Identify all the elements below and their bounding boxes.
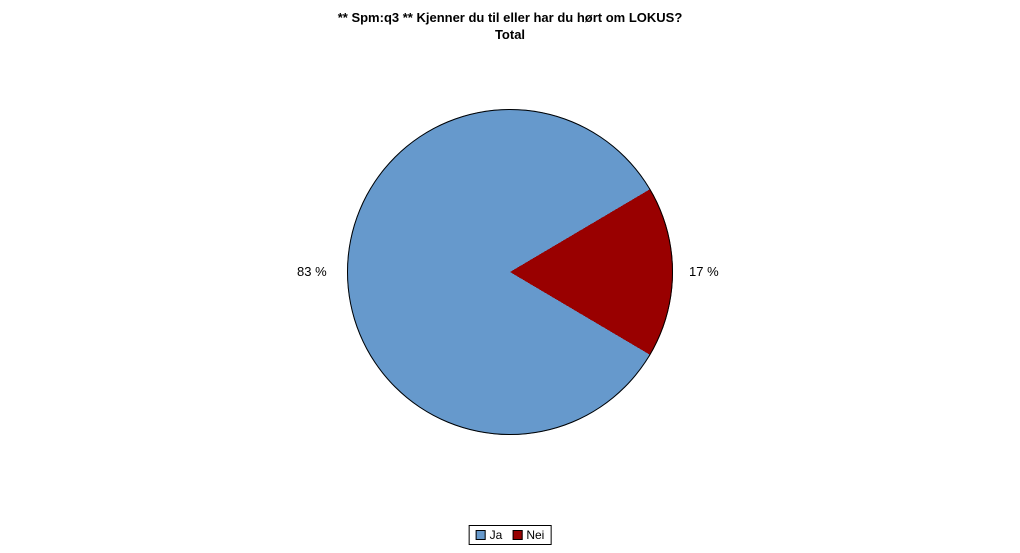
pie-chart	[347, 109, 673, 435]
chart-title-line1: ** Spm:q3 ** Kjenner du til eller har du…	[0, 10, 1020, 27]
chart-title: ** Spm:q3 ** Kjenner du til eller har du…	[0, 10, 1020, 44]
legend-text-nei: Nei	[526, 528, 544, 542]
legend-text-ja: Ja	[490, 528, 503, 542]
pie-body	[347, 109, 673, 435]
chart-title-line2: Total	[0, 27, 1020, 44]
slice-label-nei: 17 %	[689, 264, 719, 279]
slice-label-ja: 83 %	[297, 264, 327, 279]
legend-swatch-nei	[512, 530, 522, 540]
legend-item-ja: Ja	[476, 528, 503, 542]
legend: Ja Nei	[469, 525, 552, 545]
legend-item-nei: Nei	[512, 528, 544, 542]
legend-swatch-ja	[476, 530, 486, 540]
